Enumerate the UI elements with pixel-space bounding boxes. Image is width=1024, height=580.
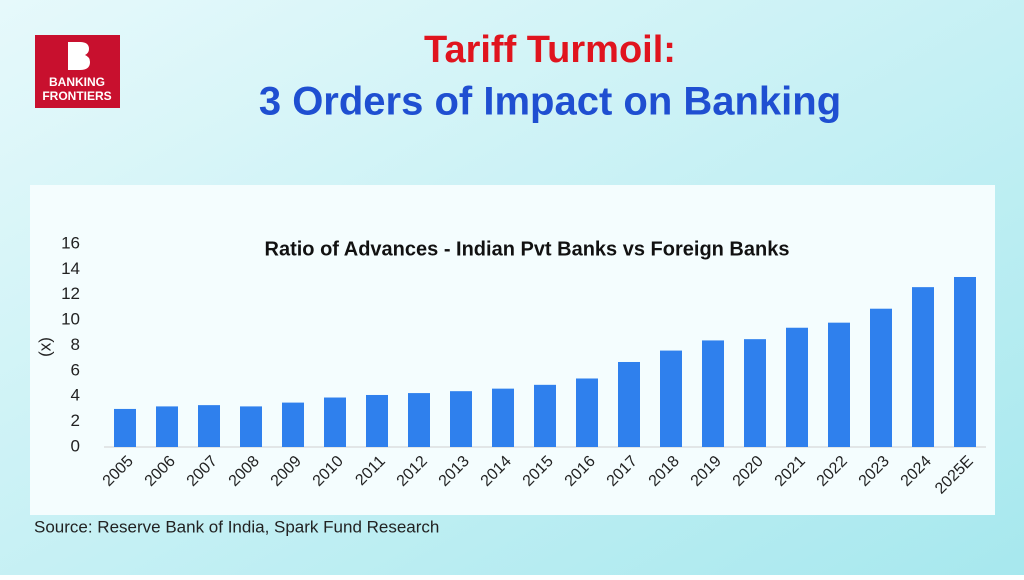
- logo-icon: [68, 42, 90, 70]
- bar: [912, 287, 934, 447]
- bar: [282, 402, 304, 447]
- y-tick-label: 4: [71, 386, 80, 405]
- bar: [618, 361, 640, 447]
- bar: [366, 394, 388, 447]
- bar: [240, 406, 262, 447]
- y-tick-label: 12: [61, 284, 80, 303]
- y-tick-label: 14: [61, 259, 80, 278]
- bar: [870, 308, 892, 447]
- bar: [534, 384, 556, 447]
- bar: [450, 391, 472, 447]
- bar: [198, 405, 220, 447]
- bar: [576, 378, 598, 447]
- y-tick-label: 6: [71, 360, 80, 379]
- y-tick-label: 16: [61, 233, 80, 252]
- source-note: Source: Reserve Bank of India, Spark Fun…: [34, 517, 439, 536]
- bar: [744, 339, 766, 447]
- logo-text: BANKING: [49, 75, 105, 89]
- bar: [702, 340, 724, 447]
- bar: [786, 327, 808, 447]
- y-tick-label: 2: [71, 411, 80, 430]
- logo: BANKING FRONTIERS: [35, 35, 120, 108]
- bar: [492, 388, 514, 447]
- bar: [114, 408, 136, 447]
- y-tick-label: 10: [61, 310, 80, 329]
- bar: [156, 406, 178, 447]
- y-tick-label: 8: [71, 335, 80, 354]
- bar: [828, 322, 850, 447]
- page-subtitle: 3 Orders of Impact on Banking: [259, 80, 841, 124]
- y-tick-label: 0: [71, 436, 80, 455]
- page-title: Tariff Turmoil:: [424, 29, 676, 71]
- bar: [324, 397, 346, 447]
- bar: [408, 393, 430, 447]
- chart-title: Ratio of Advances - Indian Pvt Banks vs …: [265, 238, 790, 260]
- bar: [660, 350, 682, 447]
- bar: [954, 276, 976, 447]
- logo-text: FRONTIERS: [42, 89, 111, 103]
- y-axis-label: (x): [35, 337, 54, 357]
